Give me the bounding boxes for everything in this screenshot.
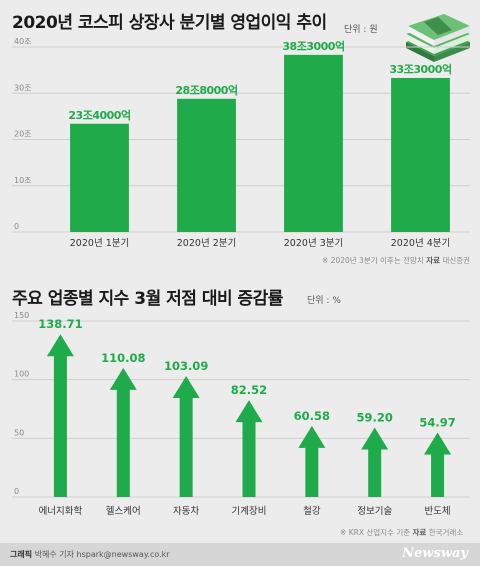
bar <box>391 77 450 232</box>
x-tick-label: 반도체 <box>424 506 450 517</box>
chart2-note: ※ KRX 산업지수 기준 자료 한국거래소 <box>340 527 463 538</box>
y-tick-label: 150 <box>14 311 29 320</box>
arrow-bar <box>235 400 263 497</box>
y-tick-label: 20조 <box>14 130 32 139</box>
chart1-note: ※ 2020년 3분기 이후는 전망치 자료 대신증권 <box>322 255 470 266</box>
x-tick-label: 2020년 4분기 <box>391 238 450 249</box>
chart2-title: 주요 업종별 지수 3월 저점 대비 증감률 <box>12 289 283 309</box>
x-tick-label: 기계장비 <box>232 505 267 517</box>
bar-value-label: 110.08 <box>101 351 145 365</box>
y-tick-label: 100 <box>14 370 29 379</box>
credit-label: 그래픽 <box>10 550 33 559</box>
bar-value-label: 54.97 <box>419 416 455 430</box>
x-tick-label: 2020년 2분기 <box>177 238 236 249</box>
x-tick-label: 자동차 <box>173 505 199 517</box>
x-tick-label: 에너지화학 <box>39 506 83 517</box>
bar <box>70 123 129 232</box>
chart1-note-text: 2020년 3분기 이후는 전망치 <box>330 256 424 265</box>
y-tick-label: 50 <box>14 428 24 437</box>
y-tick-label: 30조 <box>14 83 32 92</box>
bar-value-label: 33조3000억 <box>389 63 451 76</box>
arrow-bar <box>361 427 389 497</box>
x-tick-label: 2020년 3분기 <box>284 238 343 249</box>
bar-value-label: 138.71 <box>38 317 82 331</box>
x-tick-label: 헬스케어 <box>106 506 141 517</box>
x-tick-label: 2020년 1분기 <box>70 238 129 249</box>
x-tick-label: 정보기술 <box>357 506 392 517</box>
bar-value-label: 103.09 <box>164 359 208 373</box>
chart2-note-mark: ※ <box>340 528 347 537</box>
chart1-source: 대신증권 <box>442 256 471 265</box>
x-tick-label: 철강 <box>303 506 321 517</box>
bar <box>284 54 343 232</box>
arrow-bar <box>424 432 452 497</box>
arrow-bar <box>298 425 326 497</box>
chart1-note-mark: ※ <box>322 256 329 265</box>
credit-text: 박혜수 기자 hspark@newsway.co.kr <box>34 550 170 559</box>
chart2-note-text: KRX 산업지수 기준 <box>348 528 411 537</box>
brand-logo: Newsway <box>402 546 468 561</box>
bar-value-label: 23조4000억 <box>68 109 130 122</box>
y-tick-label: 10조 <box>14 176 32 185</box>
footer-bar: 그래픽 박혜수 기자 hspark@newsway.co.kr Newsway <box>0 543 480 566</box>
credit: 그래픽 박혜수 기자 hspark@newsway.co.kr <box>10 549 170 560</box>
y-tick-label: 0 <box>14 487 19 496</box>
arrow-bar <box>46 334 74 497</box>
chart1-title: 2020년 코스피 상장사 분기별 영업이익 추이 <box>12 13 327 33</box>
arrow-bar <box>172 376 200 497</box>
chart1-unit: 단위 : 원 <box>344 25 378 35</box>
bar-value-label: 28조8000억 <box>175 84 237 97</box>
bar-value-label: 38조3000억 <box>282 40 344 53</box>
bar-value-label: 82.52 <box>231 383 267 397</box>
arrow-bar <box>109 367 137 497</box>
chart1-source-label: 자료 <box>426 256 441 265</box>
chart2-source: 한국거래소 <box>428 528 464 537</box>
bar-value-label: 60.58 <box>294 409 330 423</box>
y-tick-label: 0 <box>14 222 19 231</box>
chart2-unit: 단위 : % <box>307 296 341 306</box>
bar <box>177 98 236 232</box>
bar-value-label: 59.20 <box>357 411 393 425</box>
chart2-source-label: 자료 <box>412 528 427 537</box>
y-tick-label: 40조 <box>14 37 32 46</box>
